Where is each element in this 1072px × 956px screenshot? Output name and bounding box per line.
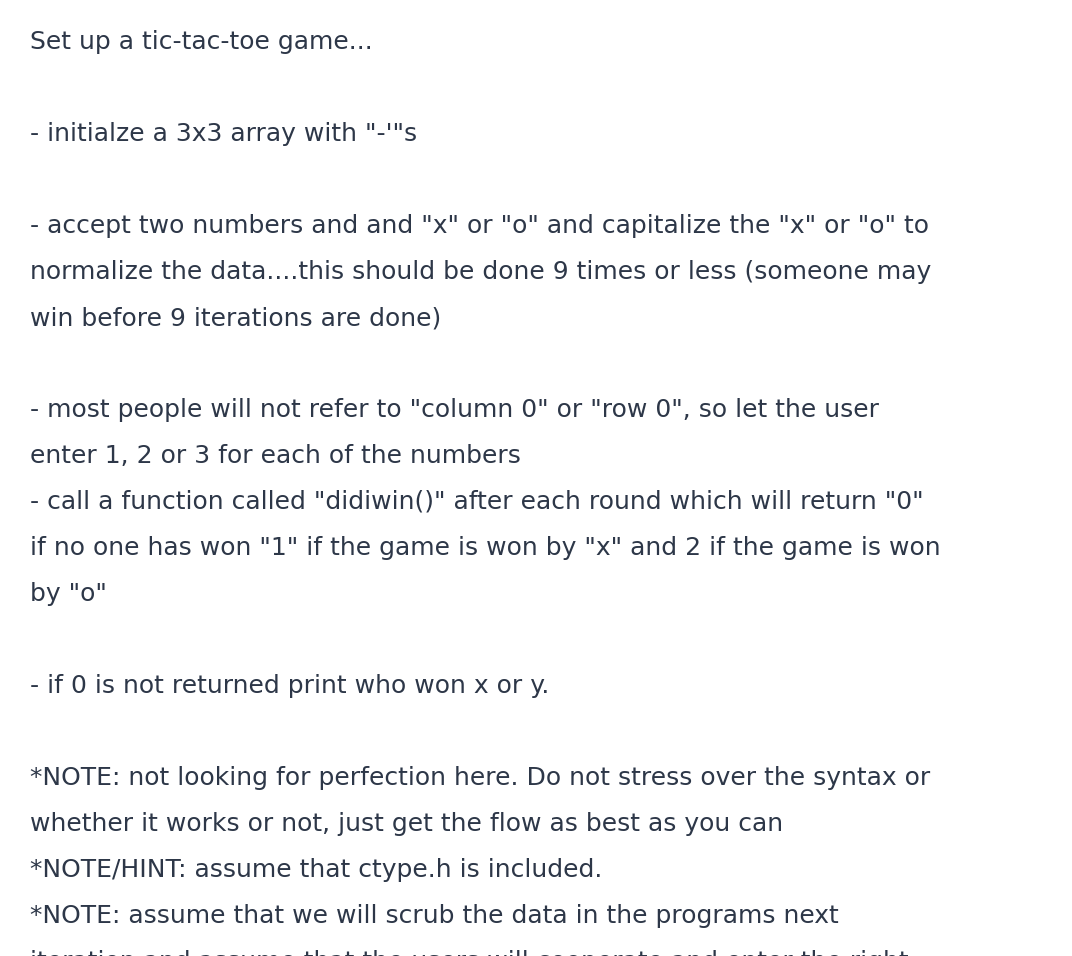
- Text: - initialze a 3x3 array with "-'"s: - initialze a 3x3 array with "-'"s: [30, 122, 417, 146]
- Text: win before 9 iterations are done): win before 9 iterations are done): [30, 306, 442, 330]
- Text: - call a function called "didiwin()" after each round which will return "0": - call a function called "didiwin()" aft…: [30, 490, 924, 514]
- Text: if no one has won "1" if the game is won by "x" and 2 if the game is won: if no one has won "1" if the game is won…: [30, 536, 940, 560]
- Text: *NOTE: not looking for perfection here. Do not stress over the syntax or: *NOTE: not looking for perfection here. …: [30, 766, 930, 790]
- Text: enter 1, 2 or 3 for each of the numbers: enter 1, 2 or 3 for each of the numbers: [30, 444, 521, 468]
- Text: Set up a tic-tac-toe game...: Set up a tic-tac-toe game...: [30, 30, 373, 54]
- Text: - if 0 is not returned print who won x or y.: - if 0 is not returned print who won x o…: [30, 674, 549, 698]
- Text: *NOTE: assume that we will scrub the data in the programs next: *NOTE: assume that we will scrub the dat…: [30, 904, 838, 928]
- Text: - accept two numbers and and "x" or "o" and capitalize the "x" or "o" to: - accept two numbers and and "x" or "o" …: [30, 214, 929, 238]
- Text: iteration and assume that the users will cooperate and enter the right: iteration and assume that the users will…: [30, 950, 909, 956]
- Text: - most people will not refer to "column 0" or "row 0", so let the user: - most people will not refer to "column …: [30, 398, 879, 422]
- Text: whether it works or not, just get the flow as best as you can: whether it works or not, just get the fl…: [30, 812, 784, 836]
- Text: *NOTE/HINT: assume that ctype.h is included.: *NOTE/HINT: assume that ctype.h is inclu…: [30, 858, 602, 882]
- Text: normalize the data....this should be done 9 times or less (someone may: normalize the data....this should be don…: [30, 260, 932, 284]
- Text: by "o": by "o": [30, 582, 107, 606]
